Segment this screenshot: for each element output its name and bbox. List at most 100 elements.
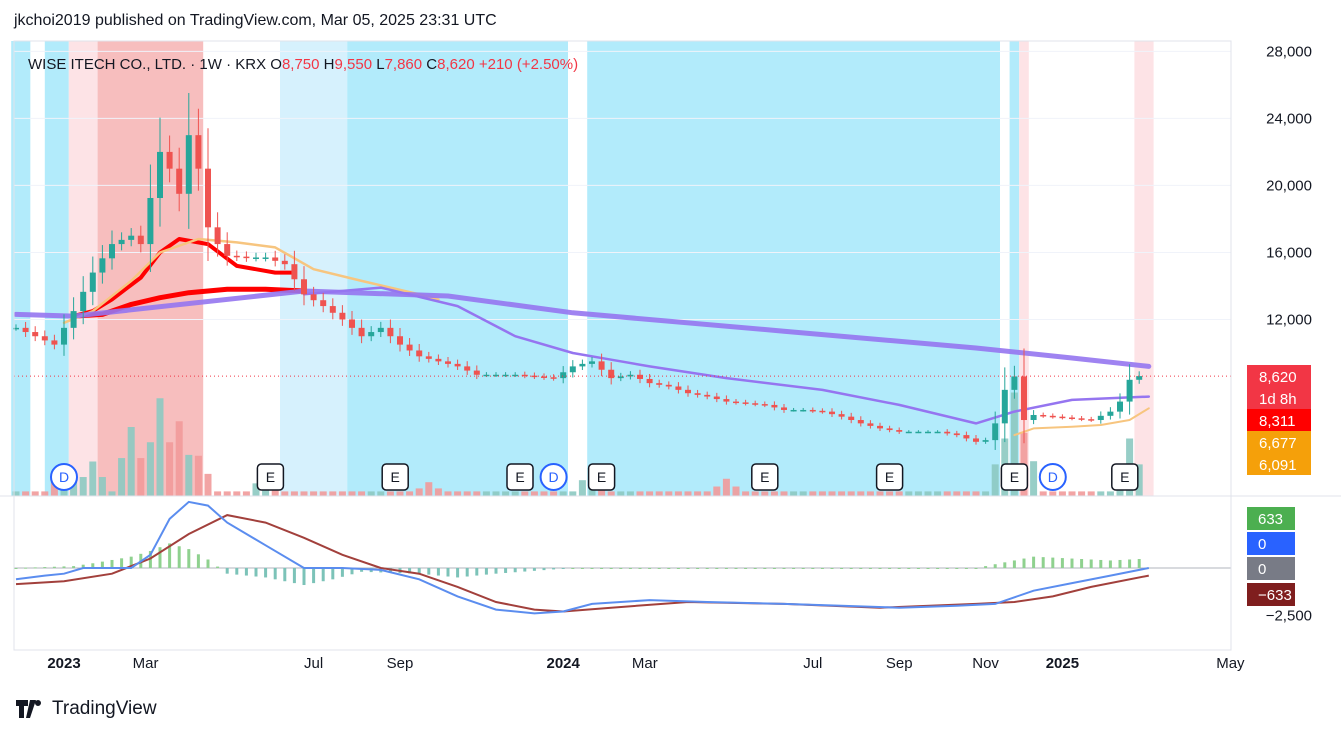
volume-bar (770, 491, 778, 496)
macd-histogram-bar (312, 568, 316, 584)
macd-tag (1247, 507, 1295, 530)
macd-tag (1247, 557, 1295, 580)
volume-bar (953, 491, 961, 496)
volume-bar (396, 491, 404, 496)
candle-body (742, 402, 749, 404)
macd-histogram-bar (763, 568, 767, 569)
candle-body (377, 327, 384, 333)
macd-histogram-bar (110, 559, 114, 568)
macd-histogram-bar (600, 568, 604, 569)
macd-histogram-bar (24, 567, 28, 569)
macd-histogram-bar (1051, 557, 1055, 568)
price-tag-label: 6,091 (1259, 457, 1297, 474)
volume-bar (31, 491, 39, 496)
macd-histogram-bar (888, 568, 892, 569)
volume-bar (281, 491, 289, 496)
candle-body (560, 372, 567, 379)
volume-bar (550, 491, 558, 496)
volume-bar (348, 491, 356, 496)
candle-body (51, 340, 58, 345)
macd-histogram-bar (14, 568, 18, 569)
candle-body (838, 414, 845, 417)
candle-body (809, 409, 816, 412)
candle-body (214, 227, 221, 245)
volume-bar (1010, 392, 1018, 496)
x-tick-label: May (1216, 655, 1245, 672)
volume-bar (530, 491, 538, 496)
macd-histogram-bar (532, 568, 536, 571)
macd-histogram-bar (1080, 559, 1084, 568)
volume-bar (1049, 491, 1057, 496)
macd-histogram-bar (1070, 558, 1074, 568)
volume-bar (703, 491, 711, 496)
volume-bar (799, 491, 807, 496)
close-label: C (426, 56, 437, 73)
macd-histogram-bar (225, 568, 229, 574)
candle-body (137, 235, 144, 245)
macd-histogram-bar (571, 568, 575, 569)
macd-histogram-bar (100, 561, 104, 568)
candle-body (685, 389, 691, 394)
macd-histogram-bar (648, 568, 652, 569)
candle-body (569, 366, 576, 373)
macd-histogram-bar (801, 568, 805, 569)
candle-body (819, 410, 826, 413)
macd-histogram-bar (456, 568, 460, 578)
candle-body (454, 363, 461, 367)
candle-body (627, 374, 634, 377)
macd-histogram-bar (427, 568, 431, 575)
volume-bar (511, 491, 519, 496)
macd-tag (1247, 583, 1295, 606)
ma-line (1013, 407, 1150, 437)
macd-tag-label: −633 (1258, 587, 1292, 604)
volume-bar (338, 491, 346, 496)
macd-histogram-bar (52, 566, 56, 568)
macd-histogram-bar (513, 568, 517, 573)
volume-bar (761, 491, 769, 496)
y-tick-label: 16,000 (1266, 244, 1312, 261)
interval: 1W (199, 56, 222, 73)
volume-bar (655, 491, 663, 496)
candle-body (713, 396, 720, 400)
candle-body (301, 279, 307, 295)
macd-histogram-bar (273, 568, 277, 580)
earnings-marker-label: E (266, 469, 275, 485)
candlesticks (13, 93, 1231, 450)
volume-bar (194, 455, 202, 496)
candle-body (397, 336, 403, 345)
macd-histogram-bar (705, 568, 709, 569)
macd-histogram-bar (657, 568, 661, 569)
candle-body (848, 416, 855, 421)
volume-bar (79, 477, 87, 496)
candle-body (118, 239, 125, 245)
tradingview-logo[interactable]: TradingView (16, 698, 157, 720)
volume-bar (569, 491, 577, 496)
high-value: 9,550 (335, 56, 373, 73)
macd-histogram-bar (686, 568, 690, 569)
dividend-marker (50, 463, 78, 491)
volume-bar (934, 491, 942, 496)
macd-histogram-bar (168, 543, 172, 568)
volume-bar (646, 491, 654, 496)
volume-bar (1106, 491, 1114, 496)
macd-histogram-bar (72, 566, 76, 568)
publisher-line: jkchoi2019 published on TradingView.com,… (14, 12, 497, 29)
macd-histogram-bar (715, 568, 719, 569)
volume-bar (358, 491, 366, 496)
volume-bar (118, 458, 126, 496)
macd-histogram-bar (321, 568, 325, 582)
volume-bar (751, 491, 759, 496)
volume-bar (828, 491, 836, 496)
candle-body (13, 327, 19, 330)
volume-bar (425, 482, 433, 496)
macd-histogram-bar (580, 568, 584, 569)
candle-body (128, 235, 135, 240)
candle-body (502, 374, 509, 377)
x-tick-label: Nov (972, 655, 999, 672)
bg-band (30, 41, 45, 496)
dividend-marker-label: D (1048, 469, 1058, 485)
macd-histogram-bar (840, 568, 844, 569)
candle-body (905, 431, 912, 434)
macd-histogram-bar (811, 568, 815, 569)
